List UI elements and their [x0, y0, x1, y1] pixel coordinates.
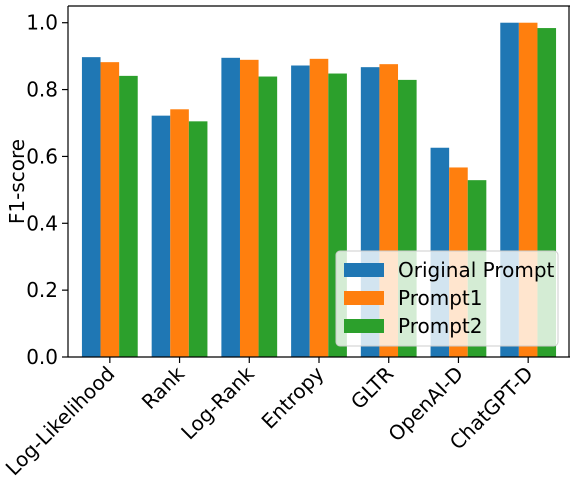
- bar-log-rank-original-prompt: [221, 57, 240, 358]
- bar-rank-prompt1: [170, 109, 189, 357]
- y-axis-label: F1-score: [5, 139, 29, 224]
- legend-swatch: [344, 291, 384, 305]
- y-tick-label: 0.0: [26, 345, 58, 369]
- legend-box: [335, 250, 559, 347]
- x-tick-label: Log-Rank: [176, 361, 259, 444]
- bar-log-rank-prompt2: [258, 76, 278, 357]
- legend-label: Original Prompt: [398, 258, 555, 282]
- bar-log-likelihood-prompt2: [119, 75, 138, 358]
- legend-swatch: [344, 319, 384, 333]
- bar-log-likelihood-original-prompt: [81, 57, 101, 358]
- bar-entropy-original-prompt: [291, 65, 310, 357]
- legend-label: Prompt1: [398, 286, 482, 310]
- x-tick-label: Entropy: [257, 361, 329, 433]
- y-tick-label: 1.0: [26, 11, 58, 35]
- x-tick-label: GLTR: [346, 361, 398, 413]
- y-tick-label: 0.8: [26, 78, 58, 102]
- legend-swatch: [344, 263, 384, 277]
- y-tick-label: 0.4: [26, 211, 58, 235]
- bar-log-rank-prompt1: [239, 59, 259, 357]
- y-tick-label: 0.2: [26, 278, 58, 302]
- x-tick-label: Log-Likelihood: [1, 362, 120, 477]
- y-tick-label: 0.6: [26, 144, 58, 168]
- x-tick-label: Rank: [137, 361, 190, 414]
- legend: Original Prompt Prompt1 Prompt2: [335, 250, 559, 347]
- bar-rank-original-prompt: [151, 115, 171, 358]
- bar-entropy-prompt1: [309, 58, 329, 357]
- bar-log-likelihood-prompt1: [100, 62, 120, 357]
- bar-rank-prompt2: [188, 121, 208, 357]
- legend-label: Prompt2: [398, 314, 482, 338]
